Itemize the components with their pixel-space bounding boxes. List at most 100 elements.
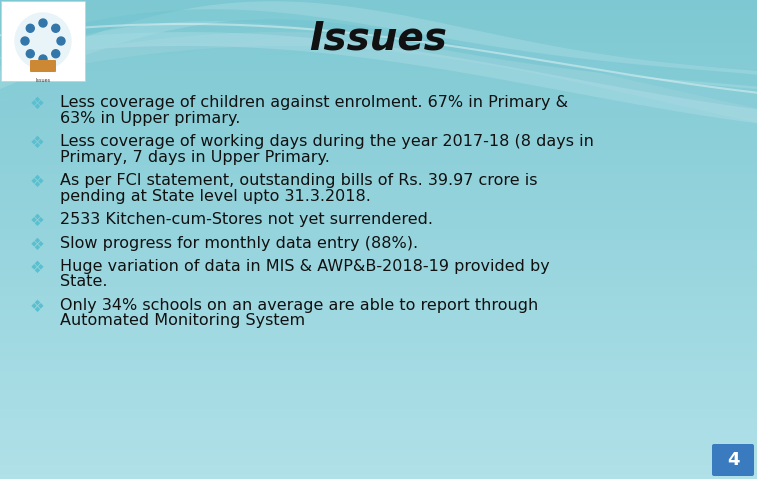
Bar (0, 172, 757, 173)
Bar (0, 20, 757, 21)
Bar (0, 251, 757, 252)
FancyBboxPatch shape (1, 1, 85, 81)
Bar (0, 230, 757, 231)
Bar (0, 189, 757, 190)
Bar (0, 165, 757, 166)
Bar (0, 293, 757, 294)
Bar (0, 475, 757, 476)
Bar (0, 40, 757, 41)
Bar (0, 183, 757, 184)
Bar (0, 446, 757, 447)
Bar (0, 329, 757, 330)
Bar (0, 407, 757, 408)
Bar (0, 164, 757, 165)
Bar (0, 75, 757, 76)
Bar (0, 11, 757, 12)
Bar (0, 424, 757, 425)
Bar (0, 64, 757, 65)
Bar (0, 94, 757, 95)
Bar (0, 281, 757, 282)
Bar (0, 27, 757, 28)
Bar (0, 381, 757, 382)
Bar (0, 343, 757, 344)
Bar (0, 239, 757, 240)
Bar (0, 36, 757, 37)
Bar (0, 320, 757, 321)
Bar (0, 331, 757, 332)
Bar (0, 332, 757, 333)
Bar (0, 86, 757, 87)
Bar (0, 179, 757, 180)
Bar (0, 129, 757, 130)
Bar (0, 112, 757, 113)
Bar (0, 225, 757, 226)
Bar (0, 158, 757, 159)
Bar (0, 286, 757, 287)
Bar (0, 240, 757, 241)
Bar (0, 254, 757, 255)
Bar (0, 419, 757, 420)
Bar (0, 233, 757, 234)
Bar (0, 58, 757, 59)
Bar (0, 434, 757, 435)
Bar (0, 16, 757, 17)
Bar (0, 421, 757, 422)
Bar (0, 156, 757, 157)
Bar (0, 202, 757, 203)
Bar (0, 458, 757, 459)
Bar (0, 402, 757, 403)
Bar (0, 71, 757, 72)
Bar (0, 349, 757, 350)
Bar (0, 454, 757, 455)
Bar (0, 377, 757, 378)
Bar (0, 51, 757, 52)
Bar (0, 125, 757, 126)
Text: pending at State level upto 31.3.2018.: pending at State level upto 31.3.2018. (60, 189, 371, 204)
Bar (0, 54, 757, 55)
FancyBboxPatch shape (712, 444, 754, 476)
Bar (0, 194, 757, 195)
Bar (0, 187, 757, 188)
Bar (0, 29, 757, 30)
Bar (0, 255, 757, 256)
Bar (0, 12, 757, 13)
Bar (0, 267, 757, 268)
Bar (0, 363, 757, 364)
Bar (0, 333, 757, 334)
Text: Only 34% schools on an average are able to report through: Only 34% schools on an average are able … (60, 298, 538, 313)
Bar (0, 344, 757, 345)
Bar (0, 65, 757, 66)
Bar (0, 334, 757, 335)
Bar (0, 208, 757, 209)
Bar (0, 218, 757, 219)
Bar (0, 77, 757, 78)
Bar (0, 372, 757, 373)
Bar (0, 226, 757, 227)
Bar (0, 160, 757, 161)
Bar (0, 87, 757, 88)
Text: 4: 4 (727, 451, 740, 469)
Bar (0, 460, 757, 461)
Bar (0, 443, 757, 444)
Bar (0, 53, 757, 54)
Bar (0, 433, 757, 434)
Text: ❖: ❖ (30, 134, 45, 152)
Bar (0, 60, 757, 61)
Bar (0, 19, 757, 20)
Bar (0, 52, 757, 53)
Bar (0, 339, 757, 340)
Bar (0, 56, 757, 57)
Bar (0, 237, 757, 238)
Bar (0, 15, 757, 16)
Bar (0, 235, 757, 236)
Bar (0, 284, 757, 285)
Bar (0, 34, 757, 35)
Bar (0, 297, 757, 298)
PathPatch shape (0, 9, 757, 87)
Bar (0, 325, 757, 326)
Bar (0, 41, 757, 42)
Bar (0, 387, 757, 388)
Bar (0, 330, 757, 331)
Bar (0, 394, 757, 395)
Bar (0, 216, 757, 217)
